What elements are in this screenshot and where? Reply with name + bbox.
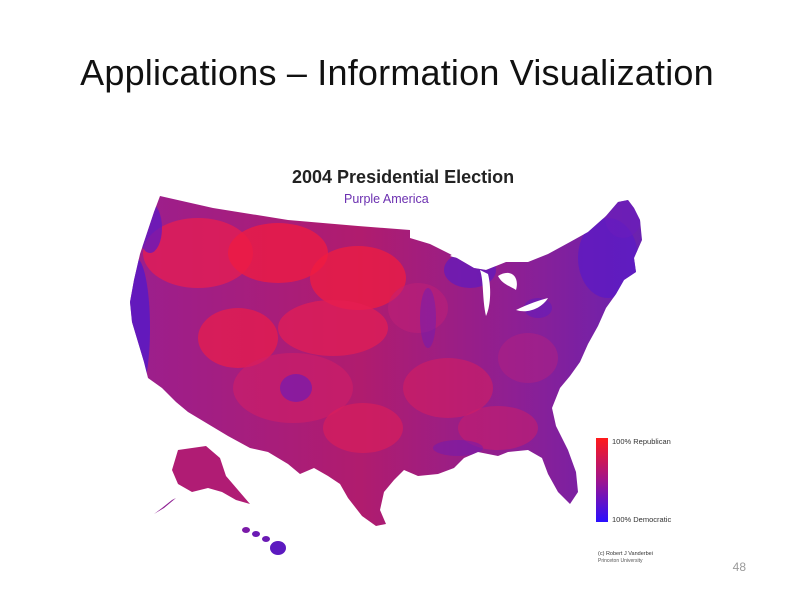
map-title: 2004 Presidential Election bbox=[292, 167, 515, 187]
lake-superior bbox=[450, 250, 496, 260]
legend-label-democratic: 100% Democratic bbox=[612, 515, 672, 524]
page-number: 48 bbox=[732, 560, 746, 574]
alaska-shape bbox=[172, 446, 250, 504]
slide-title: Applications – Information Visualization bbox=[80, 52, 714, 93]
hawaii-big-island bbox=[270, 541, 286, 555]
lake-michigan bbox=[480, 270, 491, 316]
map-credit-author: (c) Robert J Vanderbei bbox=[598, 551, 653, 557]
us-county-map bbox=[130, 196, 642, 555]
map-subtitle: Purple America bbox=[344, 192, 429, 206]
hawaii-island-1 bbox=[242, 527, 250, 533]
lake-erie bbox=[516, 298, 548, 312]
hawaii-island-2 bbox=[252, 531, 260, 537]
map-credit-institution: Princeton University bbox=[598, 558, 643, 564]
county-shading bbox=[130, 198, 641, 456]
aleutian-islands bbox=[154, 498, 176, 514]
legend-label-republican: 100% Republican bbox=[612, 437, 671, 446]
lake-huron bbox=[498, 272, 517, 290]
hawaii-island-3 bbox=[262, 536, 270, 542]
legend-color-bar bbox=[596, 438, 608, 522]
election-map-figure: 2004 Presidential Election Purple Americ… bbox=[118, 158, 676, 576]
